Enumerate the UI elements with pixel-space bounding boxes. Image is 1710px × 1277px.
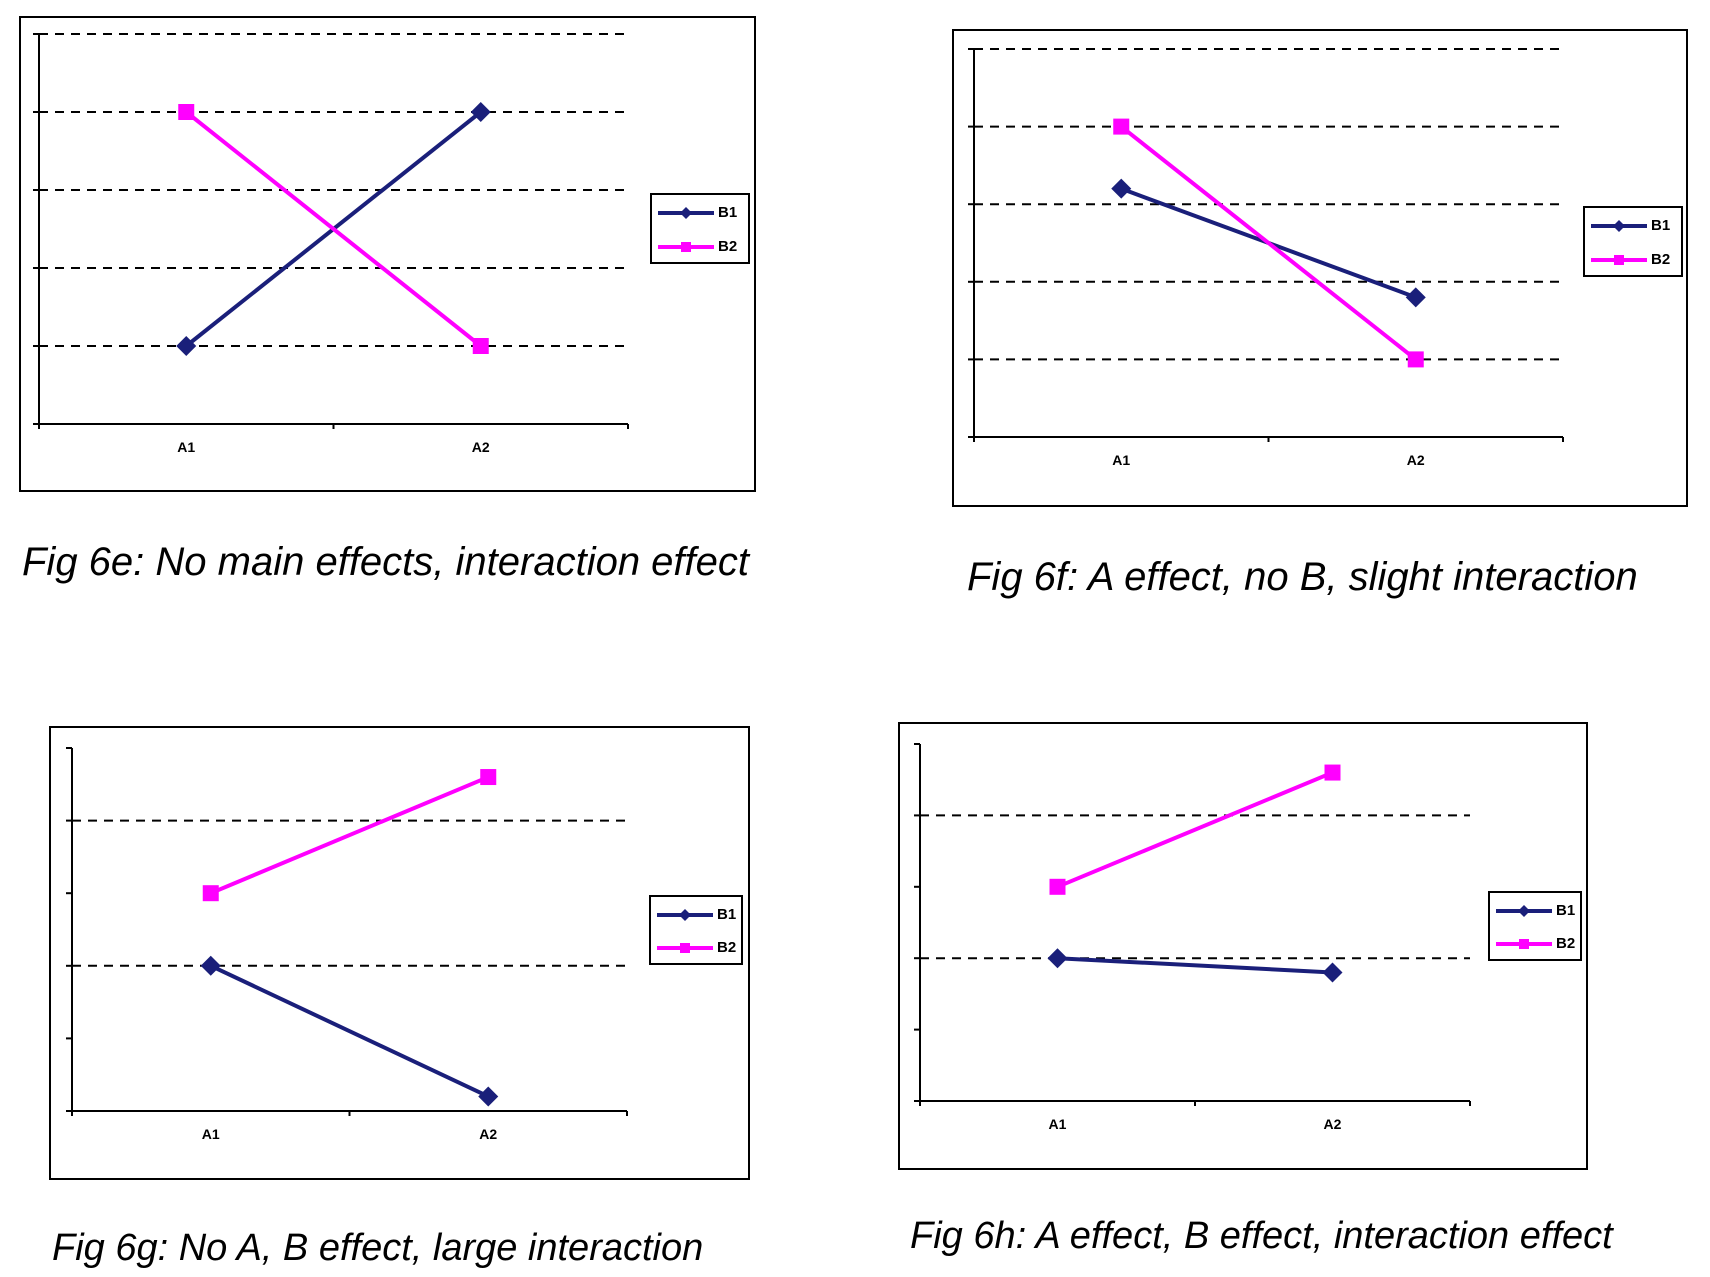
series-line-b2 — [209, 775, 490, 896]
data-point-b2-a1 — [1113, 118, 1130, 135]
caption-6g: Fig 6g: No A, B effect, large interactio… — [52, 1227, 704, 1269]
legend-label-b2: B2 — [717, 939, 737, 956]
data-point-b2-a2 — [472, 338, 489, 354]
data-point-b2-a2 — [480, 769, 497, 786]
legend-label-b2: B2 — [1651, 251, 1671, 268]
data-point-b2-a1 — [1049, 878, 1066, 895]
data-point-b1-a1 — [1111, 178, 1132, 199]
series-line-b1 — [1057, 956, 1333, 975]
x-tick-label-a2: A2 — [1324, 1116, 1342, 1132]
data-point-b1-a1 — [200, 955, 221, 976]
x-tick-label-a2: A2 — [472, 439, 490, 455]
legend-marker-b2 — [681, 242, 691, 252]
chart-frame-6h: A1 A2 B1 B2 — [898, 722, 1588, 1170]
legend-marker-b1 — [1613, 220, 1625, 232]
legend-6h: B1 B2 — [1488, 891, 1582, 961]
caption-6f: Fig 6f: A effect, no B, slight interacti… — [967, 555, 1638, 599]
legend-6e: B1 B2 — [650, 193, 750, 264]
data-point-b1-a2 — [1322, 962, 1343, 983]
data-point-b1-a1 — [1047, 948, 1068, 969]
legend-6g: B1 B2 — [649, 895, 743, 965]
x-tick-label-a1: A1 — [1112, 452, 1130, 468]
plot-area-6g: A1 A2 — [66, 747, 628, 1142]
data-point-b1-a2 — [1405, 287, 1426, 308]
x-tick-label-a2: A2 — [1407, 452, 1425, 468]
caption-6e: Fig 6e: No main effects, interaction eff… — [22, 540, 750, 584]
legend-marker-b1 — [679, 909, 691, 921]
plot-area-6e: A1 A2 — [33, 33, 629, 455]
series-line-b1 — [209, 963, 490, 1099]
legend-marker-b1 — [1518, 905, 1530, 917]
chart-frame-6f: A1 A2 B1 B2 — [952, 29, 1688, 507]
legend-6f: B1 B2 — [1583, 206, 1683, 277]
legend-marker-b1 — [680, 207, 692, 219]
plot-area-6f: A1 A2 — [968, 48, 1564, 468]
legend-label-b1: B1 — [717, 906, 737, 923]
caption-6h: Fig 6h: A effect, B effect, interaction … — [910, 1215, 1613, 1257]
legend-marker-b2 — [1519, 939, 1529, 949]
data-point-b1-a2 — [470, 102, 491, 122]
legend-label-b2: B2 — [1556, 935, 1576, 952]
x-tick-label-a1: A1 — [202, 1126, 220, 1142]
legend-label-b1: B1 — [1556, 902, 1576, 919]
x-tick-label-a1: A1 — [177, 439, 195, 455]
legend-label-b1: B1 — [718, 204, 738, 221]
data-point-b2-a2 — [1407, 351, 1424, 368]
series-line-b2 — [1120, 125, 1417, 361]
data-point-b2-a1 — [178, 104, 195, 120]
data-point-b2-a1 — [202, 885, 219, 902]
legend-label-b1: B1 — [1651, 217, 1671, 234]
data-point-b1-a1 — [176, 336, 197, 356]
legend-marker-b2 — [1614, 255, 1624, 265]
series-line-b2 — [185, 110, 482, 348]
x-tick-label-a2: A2 — [479, 1126, 497, 1142]
chart-frame-6g: A1 A2 B1 B2 — [49, 726, 750, 1180]
data-point-b1-a2 — [478, 1086, 499, 1107]
series-line-b2 — [1056, 770, 1334, 889]
data-point-b2-a2 — [1324, 764, 1341, 781]
legend-marker-b2 — [680, 943, 690, 953]
plot-area-6h: A1 A2 — [914, 743, 1471, 1132]
legend-label-b2: B2 — [718, 238, 738, 255]
chart-frame-6e: A1 A2 B1 B2 — [19, 16, 756, 492]
x-tick-label-a1: A1 — [1049, 1116, 1067, 1132]
